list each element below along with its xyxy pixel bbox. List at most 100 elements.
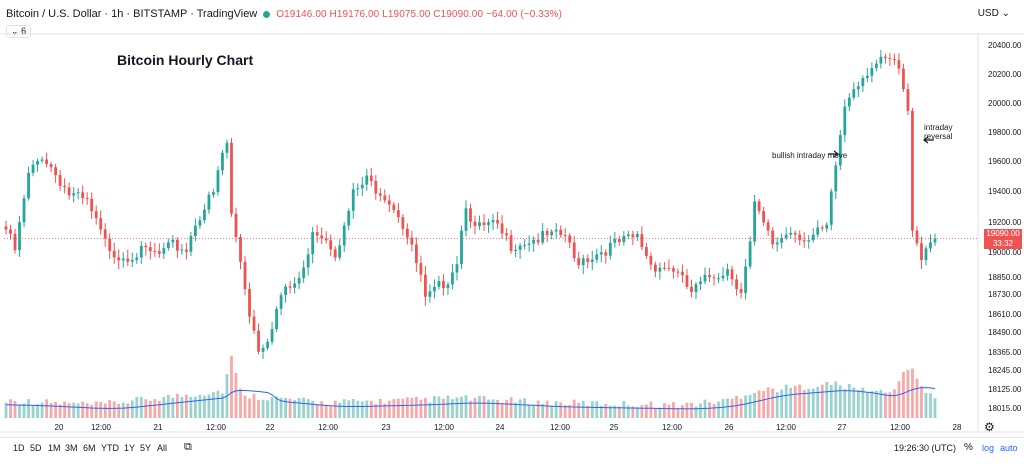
candle-body — [365, 175, 369, 185]
range-1m-button[interactable]: 1M — [48, 443, 61, 453]
candle-body — [685, 275, 689, 287]
volume-bar — [360, 401, 364, 418]
range-6m-button[interactable]: 6M — [83, 443, 96, 453]
volume-bar — [771, 388, 775, 418]
volume-bar — [870, 391, 874, 418]
percent-scale-toggle[interactable]: % — [964, 442, 973, 453]
volume-bar — [775, 392, 779, 418]
volume-bar — [4, 402, 8, 418]
candle-body — [433, 286, 436, 292]
chevron-down-icon: ⌄ — [11, 26, 19, 36]
range-5y-button[interactable]: 5Y — [140, 443, 152, 453]
candle-body — [221, 152, 224, 171]
candle-body — [311, 232, 315, 255]
volume-bar — [784, 384, 788, 418]
range-1d-button[interactable]: 1D — [13, 443, 25, 453]
candle-body — [879, 56, 883, 64]
volume-bar — [144, 399, 148, 418]
volume-bar — [663, 403, 666, 418]
candle-body — [207, 194, 211, 210]
gear-icon[interactable]: ⚙ — [984, 420, 995, 434]
candle-body — [315, 232, 319, 236]
candle-body — [248, 289, 251, 317]
candle-body — [608, 242, 612, 256]
x-tick-label: 26 — [725, 423, 734, 432]
volume-bar — [536, 400, 540, 418]
bottom-toolbar — [0, 437, 1024, 464]
volume-bar — [708, 402, 711, 418]
candle-body — [559, 229, 563, 236]
volume-bar — [112, 401, 116, 418]
volume-bar — [888, 392, 892, 418]
volume-bar — [712, 403, 716, 418]
volume-bar — [270, 397, 274, 418]
utc-clock[interactable]: 19:26:30 (UTC) — [894, 443, 957, 453]
candle-body — [690, 286, 693, 293]
volume-bar — [676, 408, 680, 418]
candle-body — [514, 249, 517, 251]
volume-bar — [81, 401, 85, 418]
volume-bar — [392, 399, 396, 418]
date-range-icon[interactable]: ⧉ — [184, 441, 192, 453]
volume-bar — [915, 378, 919, 418]
x-tick-label: 27 — [838, 423, 847, 432]
range-5d-button[interactable]: 5D — [30, 443, 42, 453]
volume-bar — [514, 402, 517, 418]
volume-bar — [279, 397, 283, 418]
symbol-title[interactable]: Bitcoin / U.S. Dollar · 1h · BITSTAMP · … — [6, 8, 258, 20]
volume-bar — [189, 396, 193, 418]
candle-body — [189, 235, 193, 252]
candle-body — [342, 225, 346, 246]
volume-bar — [838, 385, 842, 418]
volume-bar — [13, 401, 17, 418]
volume-bar — [631, 406, 635, 418]
candle-body — [13, 233, 17, 251]
volume-bar — [90, 404, 94, 418]
log-scale-toggle[interactable]: log — [982, 443, 995, 453]
volume-bar — [757, 390, 761, 418]
candle-body — [825, 224, 829, 229]
candle-body — [834, 165, 838, 192]
candle-body — [9, 229, 12, 234]
volume-bar — [929, 393, 932, 418]
volume-bar — [293, 400, 297, 418]
currency-selector[interactable]: USD ⌄ — [978, 8, 1010, 19]
volume-bar — [847, 383, 851, 418]
volume-bar — [852, 387, 856, 418]
volume-bar — [469, 400, 472, 418]
candle-body — [203, 209, 206, 221]
range-3m-button[interactable]: 3M — [65, 443, 78, 453]
candle-body — [90, 198, 94, 212]
range-all-button[interactable]: All — [157, 443, 168, 453]
volume-bar — [699, 403, 702, 418]
y-tick-label: 18730.00 — [988, 290, 1022, 299]
candle-body — [658, 267, 662, 272]
volume-bar — [157, 400, 161, 418]
last-price-tag: 19090.00 33:32 — [984, 228, 1022, 249]
auto-scale-toggle[interactable]: auto — [1000, 443, 1018, 453]
volume-bar — [883, 392, 887, 418]
candle-body — [712, 277, 716, 279]
candle-body — [306, 254, 310, 268]
range-1y-button[interactable]: 1Y — [124, 443, 136, 453]
candle-body — [581, 258, 585, 266]
candle-body — [112, 250, 116, 258]
range-ytd-button[interactable]: YTD — [101, 443, 119, 453]
candle-body — [212, 192, 215, 195]
candle-body — [270, 329, 274, 342]
candle-body — [527, 243, 531, 245]
candle-body — [347, 210, 351, 226]
candle-body — [351, 189, 355, 211]
arrow-left-icon — [923, 136, 934, 144]
symbol-legend[interactable]: Bitcoin / U.S. Dollar · 1h · BITSTAMP · … — [6, 8, 562, 20]
volume-bar — [667, 404, 671, 418]
volume-bar — [401, 398, 405, 418]
candle-body — [545, 231, 549, 236]
candle-body — [257, 330, 260, 352]
candle-body — [266, 341, 269, 348]
volume-bar — [523, 398, 527, 418]
volume-bar — [329, 405, 333, 418]
indicator-toggle-button[interactable]: ⌄ 6 — [6, 25, 32, 38]
candle-body — [640, 234, 644, 248]
